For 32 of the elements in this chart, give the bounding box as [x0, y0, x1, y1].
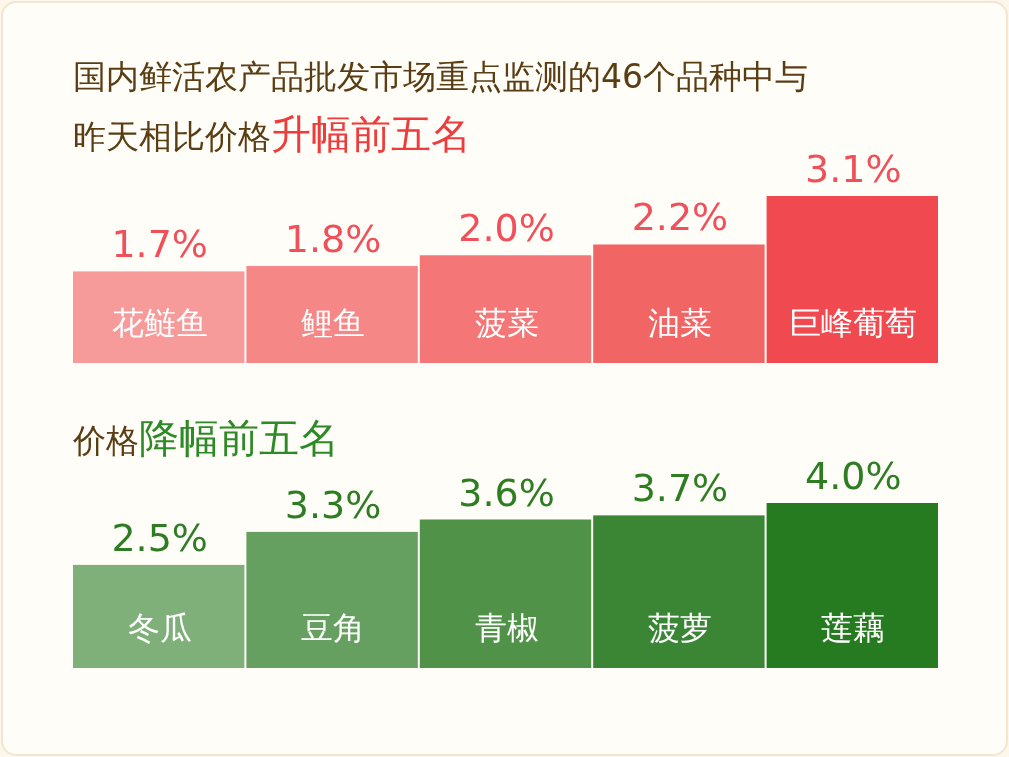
x-tick-label: 花鲢鱼 — [111, 304, 208, 342]
x-tick-label: 豆角 — [301, 609, 366, 647]
data-label: 2.0% — [458, 206, 555, 251]
bar — [246, 531, 418, 668]
data-label: 1.7% — [111, 222, 208, 267]
x-tick-label: 冬瓜 — [127, 609, 192, 647]
data-label: 4.0% — [805, 454, 902, 498]
data-label: 2.2% — [631, 195, 729, 240]
bar — [766, 196, 938, 363]
x-tick-label: 莲藕 — [821, 609, 886, 647]
data-label: 3.3% — [284, 482, 382, 527]
bar — [593, 515, 765, 668]
bar — [419, 519, 592, 668]
bar — [593, 244, 765, 363]
data-label: 3.1% — [805, 147, 902, 191]
x-tick-label: 青椒 — [474, 609, 539, 647]
x-tick-label: 鲤鱼 — [301, 304, 366, 342]
data-label: 3.6% — [458, 470, 555, 515]
bar — [246, 266, 418, 363]
x-tick-label: 巨峰葡萄 — [789, 304, 918, 342]
data-label: 2.5% — [111, 515, 208, 560]
x-tick-label: 油菜 — [647, 304, 712, 342]
data-label: 3.7% — [631, 466, 729, 511]
chart-title: 国内鲜活农产品批发市场重点监测的46个品种中与昨天相比价格升幅前五名 — [73, 57, 808, 157]
x-tick-label: 菠菜 — [474, 304, 539, 342]
bar — [766, 503, 938, 668]
data-label: 1.8% — [284, 217, 382, 262]
bar — [73, 564, 245, 668]
chart-title: 价格降幅前五名 — [72, 415, 339, 461]
bar — [73, 271, 245, 363]
bar — [419, 255, 592, 363]
x-tick-label: 菠萝 — [647, 609, 712, 647]
